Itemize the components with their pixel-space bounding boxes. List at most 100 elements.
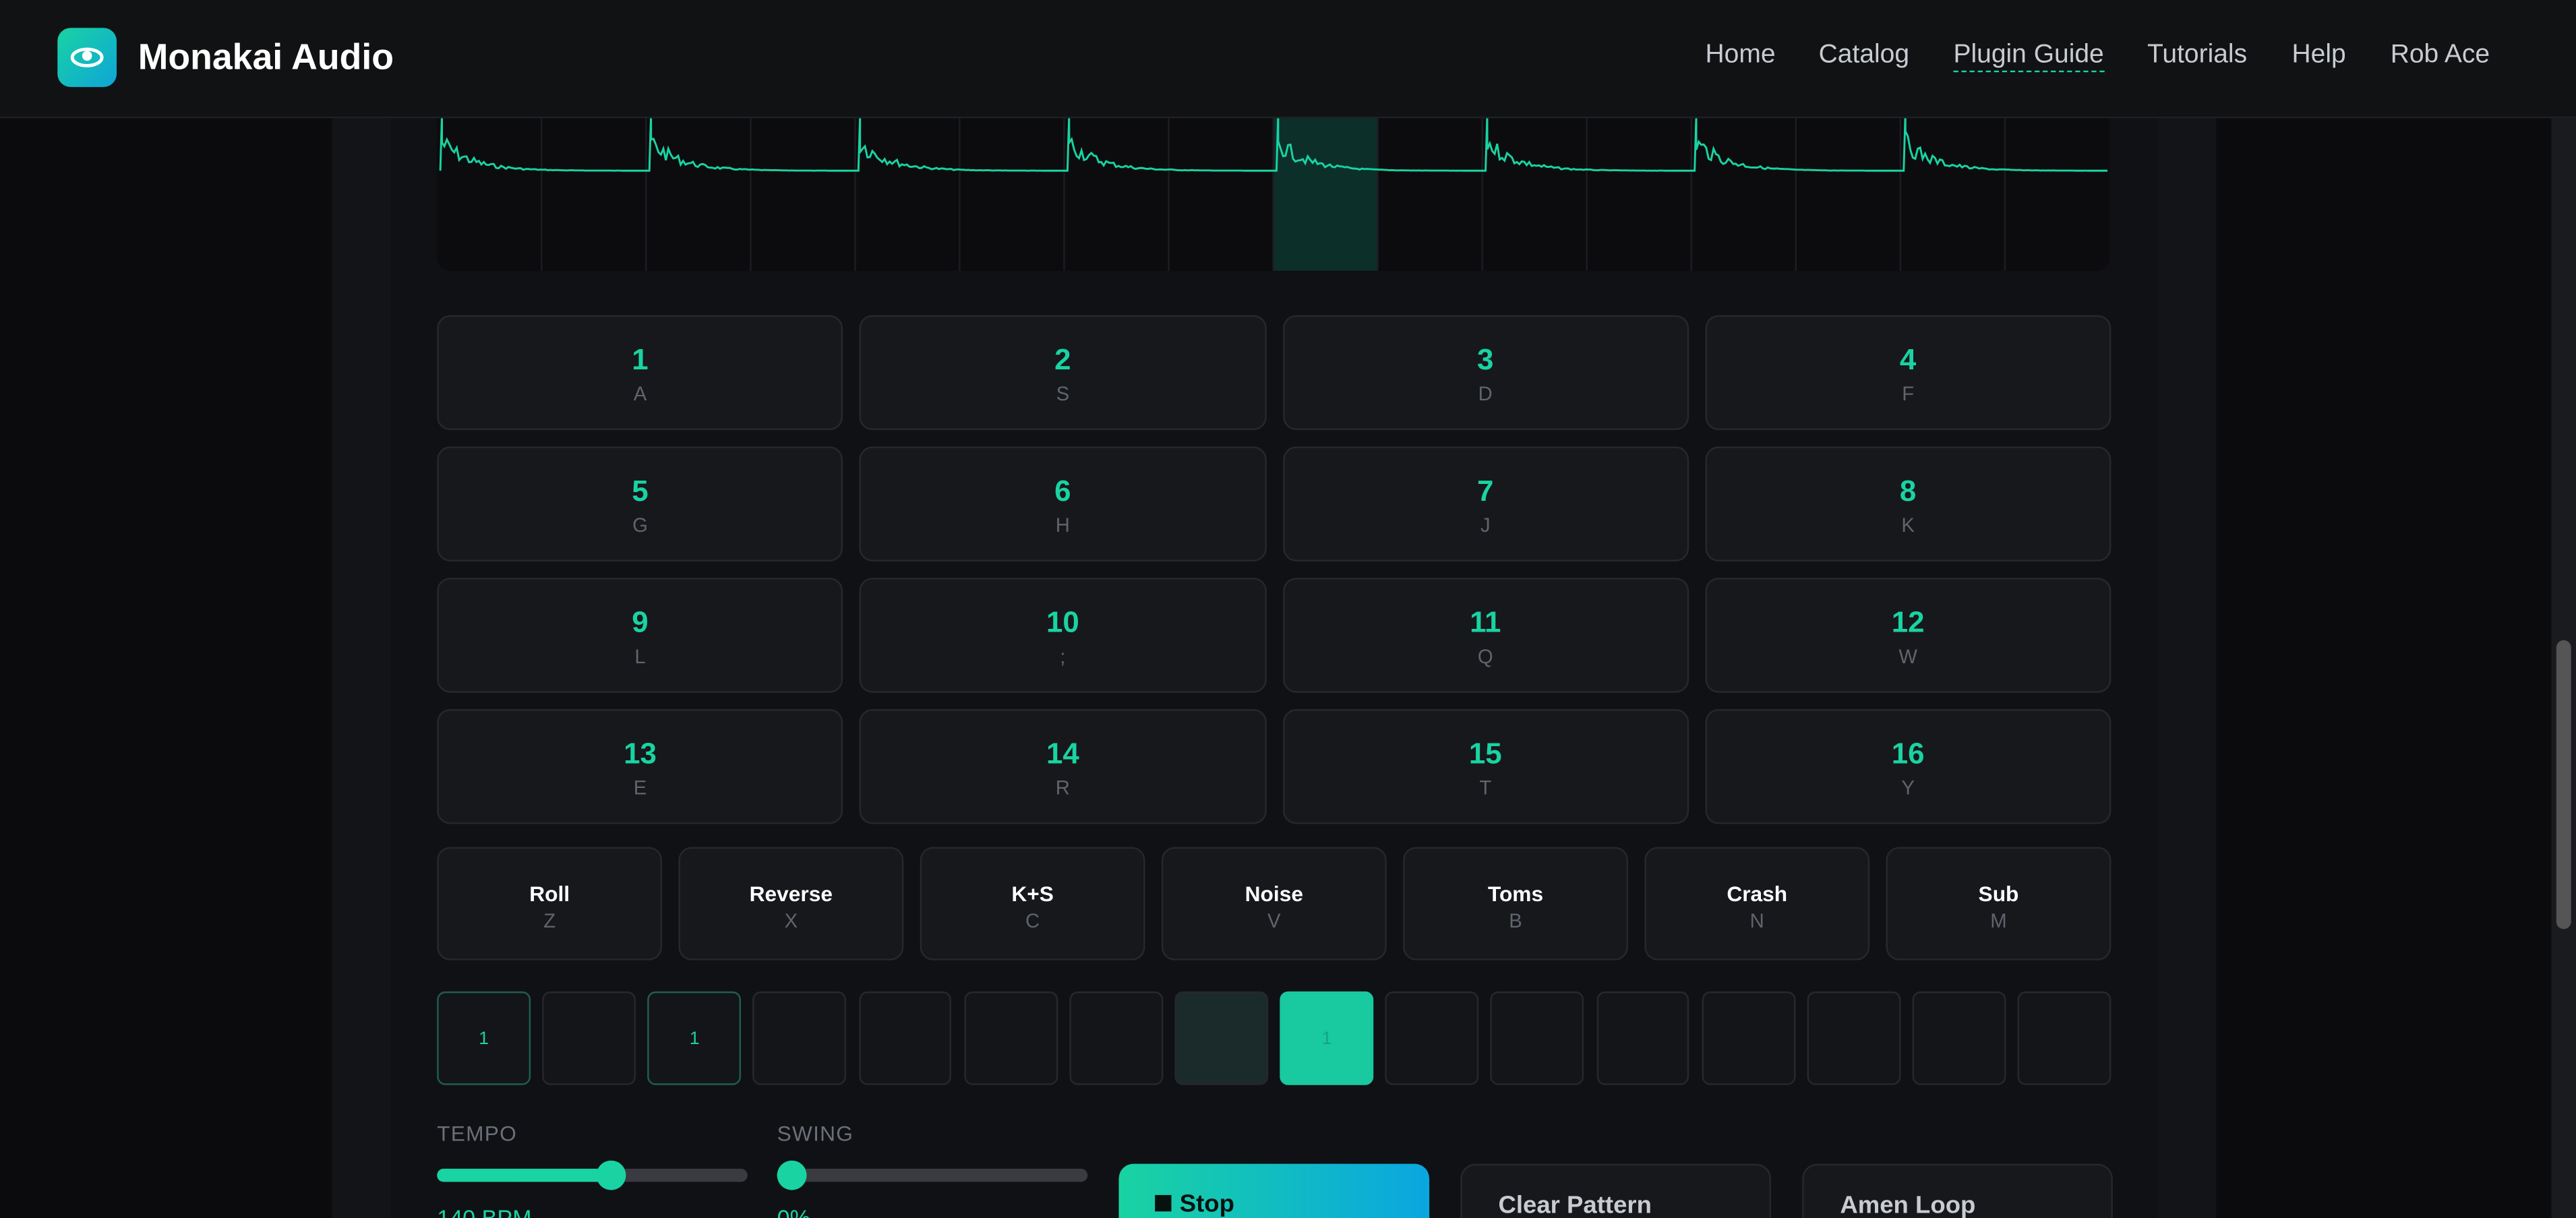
effect-button[interactable]: Sub M bbox=[1886, 847, 2111, 961]
sequencer-step[interactable]: 1 bbox=[437, 991, 531, 1085]
button-label: Clear Pattern bbox=[1498, 1192, 1652, 1218]
drum-pad[interactable]: 15 T bbox=[1282, 709, 1689, 824]
pad-number: 16 bbox=[1891, 737, 1925, 770]
control-button[interactable]: Clear Pattern bbox=[1460, 1163, 1771, 1218]
pad-number: 14 bbox=[1046, 737, 1079, 770]
effect-button[interactable]: Roll Z bbox=[437, 847, 663, 961]
drum-pad[interactable]: 10; bbox=[860, 578, 1266, 693]
nav-link[interactable]: Plugin Guide bbox=[1953, 41, 2104, 73]
drum-pad[interactable]: 12 W bbox=[1704, 578, 2111, 693]
effect-name: K+S bbox=[1011, 881, 1054, 907]
effect-name: Roll bbox=[529, 881, 570, 907]
scrollbar[interactable] bbox=[2551, 118, 2576, 1218]
brand[interactable]: Monakai Audio bbox=[138, 36, 394, 78]
drum-pad[interactable]: 13 E bbox=[437, 709, 843, 824]
pad-key: F bbox=[1902, 382, 1915, 406]
effect-key: N bbox=[1749, 909, 1764, 933]
logo-icon bbox=[70, 47, 104, 67]
sequencer-step[interactable] bbox=[1807, 991, 1900, 1085]
pad-number: 4 bbox=[1899, 342, 1917, 376]
effect-button[interactable]: Crash N bbox=[1644, 847, 1870, 961]
sequencer-step[interactable] bbox=[1491, 991, 1584, 1085]
pad-number: 5 bbox=[632, 474, 649, 508]
effect-key: M bbox=[1990, 909, 2007, 933]
tempo-knob[interactable] bbox=[596, 1160, 626, 1190]
pad-key: K bbox=[1901, 514, 1915, 537]
swing-value: 0% bbox=[777, 1205, 810, 1218]
button-label: Amen Loop bbox=[1840, 1192, 1976, 1218]
drum-pad[interactable]: 11 Q bbox=[1282, 578, 1689, 693]
header: Monakai Audio Home Catalog Plugin Guide Tut… bbox=[0, 0, 2576, 119]
pad-key: E bbox=[633, 776, 647, 799]
tempo-fill bbox=[437, 1168, 611, 1182]
pad-key: A bbox=[633, 382, 647, 406]
pad-number: 2 bbox=[1054, 342, 1071, 376]
nav-link[interactable]: Rob Ace bbox=[2390, 40, 2490, 69]
pad-number: 10 bbox=[1046, 605, 1079, 639]
control-button[interactable]: Amen Loop bbox=[1802, 1163, 2113, 1218]
pad-number: 6 bbox=[1054, 474, 1071, 508]
effect-button[interactable]: Reverse X bbox=[678, 847, 904, 961]
pad-key: G bbox=[632, 514, 648, 537]
effect-name: Sub bbox=[1978, 881, 2019, 907]
pad-key: S bbox=[1056, 382, 1070, 406]
sequencer-step[interactable] bbox=[1385, 991, 1479, 1085]
sequencer-step[interactable] bbox=[963, 991, 1058, 1085]
pad-key: L bbox=[634, 645, 646, 669]
pad-key: D bbox=[1478, 382, 1493, 406]
nav-link[interactable]: Tutorials bbox=[2147, 40, 2248, 69]
sequencer-step[interactable] bbox=[858, 991, 953, 1085]
pad-number: 3 bbox=[1477, 342, 1494, 376]
sequencer-step[interactable] bbox=[753, 991, 847, 1085]
swing-knob[interactable] bbox=[777, 1160, 807, 1190]
effect-button[interactable]: K+S C bbox=[920, 847, 1145, 961]
pad-key: W bbox=[1898, 645, 1917, 669]
sequencer-step[interactable] bbox=[542, 991, 636, 1085]
sequencer-step[interactable] bbox=[1069, 991, 1163, 1085]
pad-number: 1 bbox=[632, 342, 649, 376]
effect-button[interactable]: Toms B bbox=[1403, 847, 1628, 961]
drum-pad[interactable]: 16 Y bbox=[1704, 709, 2111, 824]
pad-number: 13 bbox=[624, 737, 657, 770]
sequencer-step[interactable] bbox=[1912, 991, 2006, 1085]
tempo-value: 140 BPM bbox=[437, 1205, 532, 1218]
sequencer-step[interactable]: 1 bbox=[1280, 991, 1374, 1085]
pad-key: J bbox=[1480, 514, 1491, 537]
nav-link[interactable]: Catalog bbox=[1818, 40, 1910, 69]
pad-key: T bbox=[1479, 776, 1492, 799]
nav-link[interactable]: Home bbox=[1705, 40, 1776, 69]
effect-key: C bbox=[1025, 909, 1040, 933]
control-button[interactable]: Stop bbox=[1118, 1163, 1430, 1218]
effect-name: Crash bbox=[1727, 881, 1788, 907]
nav-link[interactable]: Help bbox=[2292, 40, 2346, 69]
effect-name: Noise bbox=[1245, 881, 1303, 907]
sequencer-step[interactable] bbox=[2017, 991, 2111, 1085]
sequencer-step[interactable] bbox=[1596, 991, 1690, 1085]
sequencer-step[interactable] bbox=[1174, 991, 1269, 1085]
pad-key: H bbox=[1055, 514, 1070, 537]
sequencer-step[interactable]: 1 bbox=[647, 991, 742, 1085]
drum-pad[interactable]: 14 R bbox=[860, 709, 1266, 824]
effect-button[interactable]: Noise V bbox=[1161, 847, 1387, 961]
swing-label: SWING bbox=[777, 1121, 854, 1146]
effect-key: Z bbox=[543, 909, 556, 933]
pad-number: 12 bbox=[1891, 605, 1925, 639]
pad-number: 9 bbox=[632, 605, 649, 639]
pad-key: Q bbox=[1477, 645, 1493, 669]
sequencer-step[interactable] bbox=[1701, 991, 1795, 1085]
scrollbar-thumb[interactable] bbox=[2556, 640, 2571, 930]
effect-key: X bbox=[784, 909, 798, 933]
effect-key: B bbox=[1509, 909, 1522, 933]
logo[interactable] bbox=[57, 28, 117, 88]
swing-track[interactable] bbox=[777, 1168, 1088, 1182]
